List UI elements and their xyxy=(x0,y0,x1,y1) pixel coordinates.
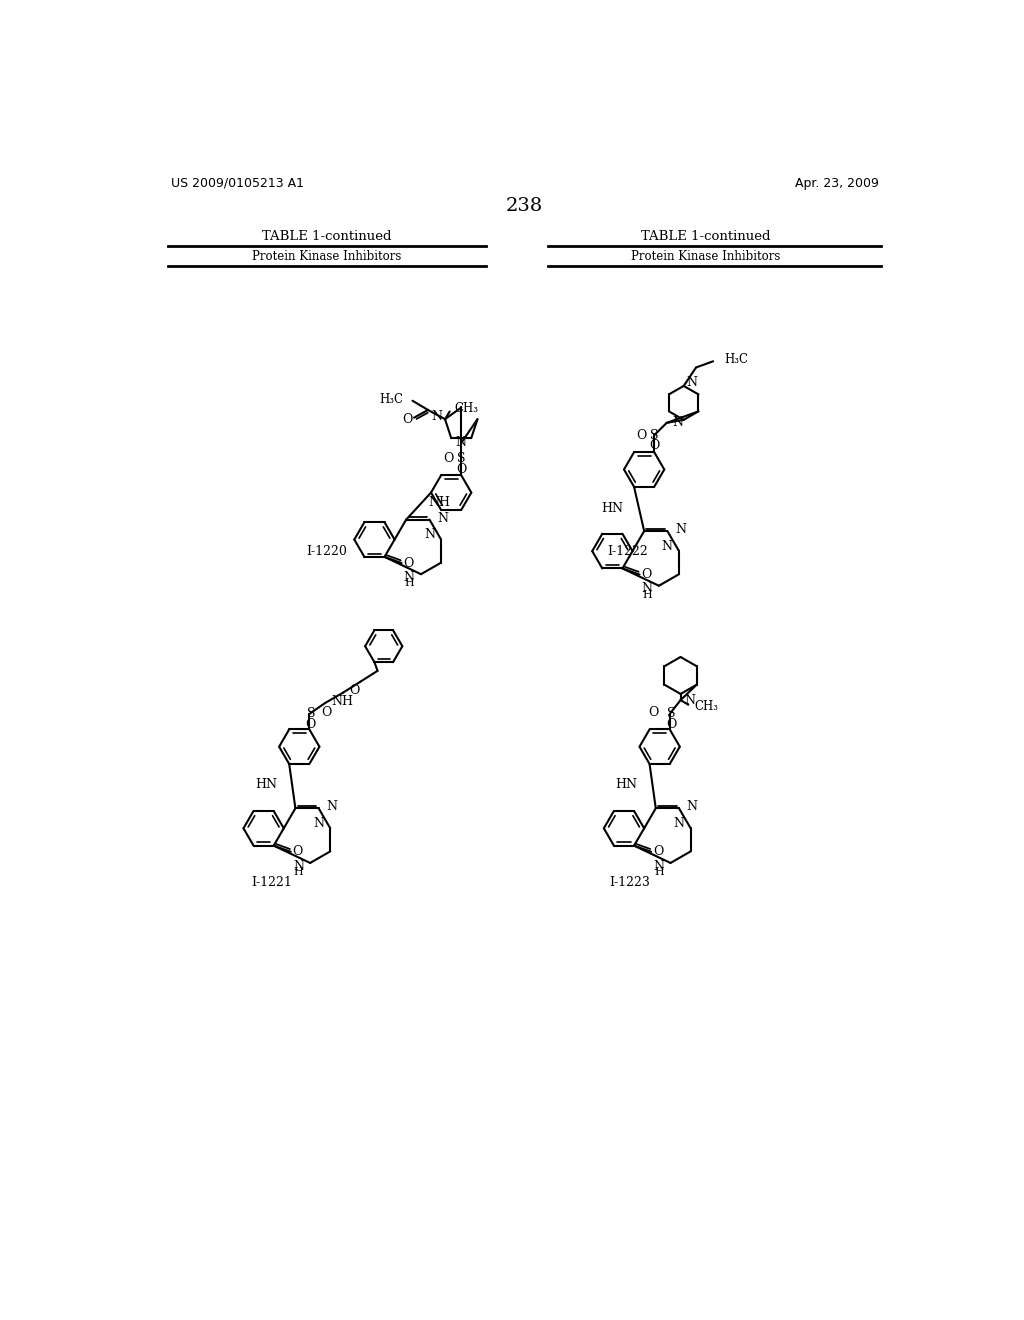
Text: Protein Kinase Inhibitors: Protein Kinase Inhibitors xyxy=(252,251,401,264)
Text: N: N xyxy=(687,800,697,813)
Text: S: S xyxy=(667,708,676,721)
Text: US 2009/0105213 A1: US 2009/0105213 A1 xyxy=(171,177,304,190)
Text: O: O xyxy=(443,451,454,465)
Text: N: N xyxy=(327,800,337,813)
Text: N: N xyxy=(687,376,697,389)
Text: N: N xyxy=(662,540,673,553)
Text: N: N xyxy=(437,512,449,524)
Text: N: N xyxy=(456,437,467,449)
Text: N: N xyxy=(653,859,665,873)
Text: O: O xyxy=(349,684,360,697)
Text: HN: HN xyxy=(602,503,624,516)
Text: N: N xyxy=(403,570,415,583)
Text: N: N xyxy=(674,817,684,830)
Text: N: N xyxy=(642,582,652,595)
Text: N: N xyxy=(431,411,442,424)
Text: N: N xyxy=(675,523,686,536)
Text: H: H xyxy=(294,867,303,878)
Text: 238: 238 xyxy=(506,197,544,215)
Text: S: S xyxy=(306,708,315,721)
Text: O: O xyxy=(653,845,664,858)
Text: O: O xyxy=(402,413,413,426)
Text: CH₃: CH₃ xyxy=(455,401,478,414)
Text: O: O xyxy=(648,706,658,719)
Text: O: O xyxy=(666,718,677,731)
Text: N: N xyxy=(313,817,324,830)
Text: O: O xyxy=(641,568,651,581)
Text: N: N xyxy=(424,528,435,541)
Text: O: O xyxy=(456,462,467,475)
Text: S: S xyxy=(650,429,658,442)
Text: H: H xyxy=(642,590,652,601)
Text: I-1222: I-1222 xyxy=(607,545,648,557)
Text: N: N xyxy=(293,859,304,873)
Text: HN: HN xyxy=(255,777,276,791)
Text: TABLE 1-continued: TABLE 1-continued xyxy=(262,231,391,243)
Text: O: O xyxy=(637,429,647,442)
Text: S: S xyxy=(457,451,466,465)
Text: O: O xyxy=(306,718,316,731)
Text: N: N xyxy=(684,693,695,706)
Text: O: O xyxy=(649,440,659,453)
Text: N: N xyxy=(673,416,684,429)
Text: TABLE 1-continued: TABLE 1-continued xyxy=(641,231,770,243)
Text: NH: NH xyxy=(429,496,451,508)
Text: I-1221: I-1221 xyxy=(251,875,292,888)
Text: H: H xyxy=(404,578,415,589)
Text: I-1220: I-1220 xyxy=(306,545,347,557)
Text: O: O xyxy=(322,706,332,719)
Text: CH₃: CH₃ xyxy=(694,700,719,713)
Text: Apr. 23, 2009: Apr. 23, 2009 xyxy=(795,177,879,190)
Text: I-1223: I-1223 xyxy=(609,875,650,888)
Text: H: H xyxy=(654,867,664,878)
Text: NH: NH xyxy=(331,696,353,708)
Text: O: O xyxy=(293,845,303,858)
Text: O: O xyxy=(403,557,414,569)
Text: H₃C: H₃C xyxy=(724,354,748,366)
Text: Protein Kinase Inhibitors: Protein Kinase Inhibitors xyxy=(631,251,780,264)
Text: H₃C: H₃C xyxy=(379,392,403,405)
Text: HN: HN xyxy=(615,777,637,791)
